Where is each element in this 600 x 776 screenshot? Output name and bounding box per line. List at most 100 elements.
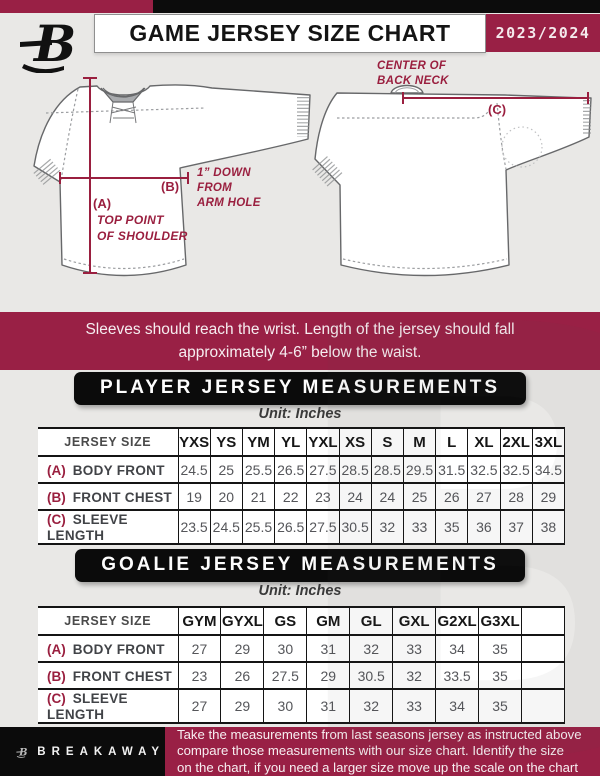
row-key: (B) [47, 668, 66, 684]
column-header-size-GYXL: GYXL [220, 606, 265, 636]
measurement-value: 27 [177, 688, 222, 724]
footer-brand-box: B BREAKAWAY [0, 727, 165, 776]
measurement-value: 27.5 [263, 661, 308, 690]
measurement-value: 33.5 [435, 661, 480, 690]
measurement-row: (A) BODY FRONT 24.5 25 25.5 26.5 27.5 28.5 28.5 2… [38, 455, 566, 484]
goalie-unit-label: Unit: Inches [258, 583, 342, 599]
table-header-row: JERSEY SIZE GYM GYXL GS GM GL GXL G2XL G3XL [38, 606, 565, 636]
measurement-value: 23 [306, 482, 340, 511]
column-header-size-YM: YM [241, 427, 276, 457]
column-header-size-YL: YL [274, 427, 308, 457]
breakaway-footer-logo: B [16, 747, 28, 758]
measurement-value [521, 634, 565, 663]
measurement-value: 35 [478, 661, 522, 690]
measurement-value: 32.5 [467, 455, 501, 484]
season-badge: 2023/2024 [486, 14, 600, 52]
measurement-value: 27.5 [306, 455, 340, 484]
column-header-size-XS: XS [338, 427, 372, 457]
measurement-value: 32 [349, 688, 394, 724]
goalie-table-wrap: JERSEY SIZE GYM GYXL GS GM GL GXL G2XL G3XL (A) BO… [38, 606, 565, 724]
column-header-size-YXS: YXS [177, 427, 211, 457]
player-banner-wrap: PLAYER JERSEY MEASUREMENTS [0, 372, 600, 405]
measurement-value: 29.5 [402, 455, 437, 484]
column-header-size-G3XL: G3XL [478, 606, 522, 636]
row-key: (A) [47, 462, 66, 478]
measurement-value: 32 [349, 634, 394, 663]
column-header-size-GXL: GXL [392, 606, 437, 636]
measurement-value: 35 [435, 509, 469, 545]
jersey-drawings [33, 77, 592, 277]
measurement-value: 35 [478, 688, 522, 724]
measurement-value: 21 [241, 482, 276, 511]
row-header: (B) FRONT CHEST [38, 661, 179, 690]
measure-c-note: CENTER OF BACK NECK [377, 60, 449, 87]
footer-note-box: Take the measurements from last seasons … [165, 727, 600, 776]
measurement-value: 29 [531, 482, 566, 511]
column-header-size-XL: XL [467, 427, 501, 457]
measurement-value: 25.5 [241, 509, 276, 545]
table-header-row: JERSEY SIZE YXS YS YM YL YXL XS S M L XL 2XL 3XL [38, 427, 566, 457]
measurement-value [521, 688, 565, 724]
column-header-size-YXL: YXL [306, 427, 340, 457]
footer-note-text: Take the measurements from last seasons … [177, 726, 582, 775]
measurement-row: (B) FRONT CHEST 23 26 27.5 29 30.5 32 33.5 35 [38, 661, 565, 690]
player-size-table: JERSEY SIZE YXS YS YM YL YXL XS S M L XL 2XL 3XL (A) B… [38, 427, 566, 545]
measurement-value: 33 [392, 634, 437, 663]
column-header-size-empty [521, 606, 565, 636]
row-label: FRONT CHEST [72, 489, 173, 505]
measurement-value: 33 [392, 688, 437, 724]
measurement-value: 25 [209, 455, 243, 484]
row-header: (A) BODY FRONT [38, 634, 179, 663]
measurement-value: 32 [392, 661, 437, 690]
measurement-row: (C) SLEEVE LENGTH 23.5 24.5 25.5 26.5 27.5 30.5… [38, 509, 566, 545]
column-header-size-GS: GS [263, 606, 308, 636]
row-header: (C) SLEEVE LENGTH [38, 688, 179, 724]
column-header-size-GM: GM [306, 606, 351, 636]
measurement-value: 36 [467, 509, 501, 545]
measurement-value: 32 [370, 509, 404, 545]
measurement-row: (B) FRONT CHEST 19 20 21 22 23 24 24 25 26 27 28 29 [38, 482, 566, 511]
sizing-notice-text: Sleeves should reach the wrist. Length o… [85, 320, 515, 361]
row-label: BODY FRONT [72, 462, 165, 478]
measurement-value: 25.5 [241, 455, 276, 484]
column-header-size-2XL: 2XL [499, 427, 533, 457]
goalie-size-table: JERSEY SIZE GYM GYXL GS GM GL GXL G2XL G3XL (A) BO… [38, 606, 565, 724]
column-header-size-M: M [402, 427, 437, 457]
page-title: GAME JERSEY SIZE CHART [129, 20, 451, 46]
row-header: (B) FRONT CHEST [38, 482, 179, 511]
jersey-diagrams: (B) 1” DOWN FROM ARM HOLE (A) TOP POINT … [0, 55, 600, 312]
top-strip-black [153, 0, 600, 13]
column-header-size-GL: GL [349, 606, 394, 636]
row-header: (A) BODY FRONT [38, 455, 179, 484]
measurement-value: 34 [435, 688, 480, 724]
row-label: FRONT CHEST [72, 668, 173, 684]
measurement-value: 31 [306, 688, 351, 724]
measure-b-key: (B) [161, 179, 180, 194]
goalie-section-title: GOALIE JERSEY MEASUREMENTS [75, 549, 525, 582]
measurement-value: 24.5 [209, 509, 243, 545]
goalie-banner-wrap: GOALIE JERSEY MEASUREMENTS [0, 549, 600, 582]
measurement-value: 28 [499, 482, 533, 511]
measurement-value: 33 [402, 509, 437, 545]
measure-a-key: (A) [93, 196, 112, 211]
sizing-notice-banner: Sleeves should reach the wrist. Length o… [0, 312, 600, 370]
measurement-value: 22 [274, 482, 308, 511]
measurement-value: 27 [467, 482, 501, 511]
column-header-jersey-size: JERSEY SIZE [38, 606, 179, 636]
measurement-value: 25 [402, 482, 437, 511]
measurement-value: 31 [306, 634, 351, 663]
measurement-value: 24 [338, 482, 372, 511]
player-section-title: PLAYER JERSEY MEASUREMENTS [73, 372, 527, 405]
measurement-value: 34 [435, 634, 480, 663]
measurement-value: 23 [177, 661, 222, 690]
row-key: (B) [47, 489, 66, 505]
breakaway-logo: B [20, 15, 76, 73]
measurement-value: 34.5 [531, 455, 566, 484]
measurement-value: 29 [220, 634, 265, 663]
measurement-value: 37 [499, 509, 533, 545]
measurement-value: 26.5 [274, 509, 308, 545]
player-unit-label: Unit: Inches [258, 406, 342, 422]
measurement-row: (C) SLEEVE LENGTH 27 29 30 31 32 33 34 35 [38, 688, 565, 724]
measurement-value: 29 [306, 661, 351, 690]
measurement-row: (A) BODY FRONT 27 29 30 31 32 33 34 35 [38, 634, 565, 663]
